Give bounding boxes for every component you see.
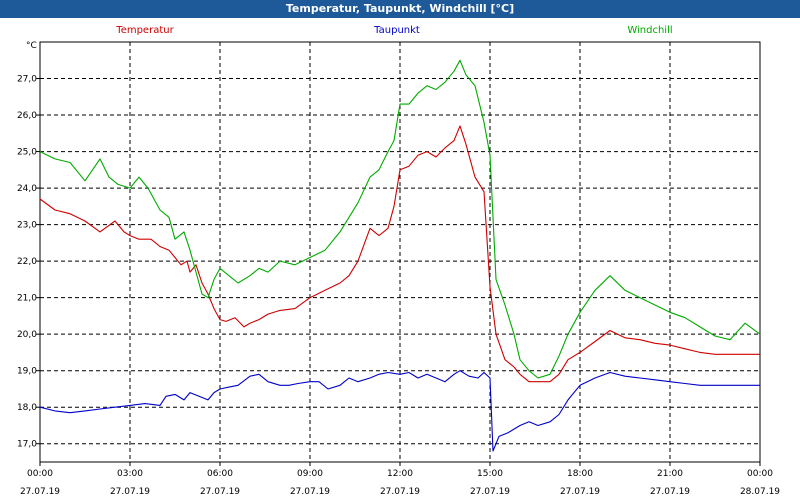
y-tick-label: 17,0: [17, 440, 37, 450]
chart: 17,0 18,0 19,0 20,0 21,0 22,0 23,0 24,0 25,0 26,0…: [17, 25, 780, 497]
legend-taupunkt: Taupunkt: [373, 25, 420, 36]
y-tick-label: 27,0: [17, 75, 37, 85]
y-axis-unit: °C: [26, 41, 37, 51]
x-tick-time: 09:00: [297, 469, 323, 479]
x-tick-time: 06:00: [207, 469, 233, 479]
x-tick-time: 18:00: [567, 469, 593, 479]
y-tick-label: 18,0: [17, 403, 37, 413]
x-tick-date: 28.07.19: [740, 487, 780, 497]
series-lines: [39, 59, 761, 452]
x-tick-date: 27.07.19: [200, 487, 240, 497]
x-tick-time: 03:00: [117, 469, 143, 479]
y-tick-label: 20,0: [17, 330, 37, 340]
x-tick-time: 00:00: [747, 469, 773, 479]
legend-temperatur: Temperatur: [115, 25, 174, 36]
x-tick-date: 27.07.19: [380, 487, 420, 497]
plot-frame: [39, 41, 761, 463]
window-title: Temperatur, Taupunkt, Windchill [°C]: [0, 0, 800, 18]
x-tick-date: 27.07.19: [290, 487, 330, 497]
x-tick-time: 00:00: [27, 469, 53, 479]
x-tick-time: 21:00: [657, 469, 683, 479]
y-tick-label: 24,0: [17, 184, 37, 194]
y-tick-label: 26,0: [17, 111, 37, 121]
x-tick-date: 27.07.19: [560, 487, 600, 497]
x-tick-date: 27.07.19: [110, 487, 150, 497]
x-tick-date: 27.07.19: [20, 487, 60, 497]
legend: Temperatur Taupunkt Windchill: [115, 25, 672, 36]
legend-windchill: Windchill: [627, 25, 672, 36]
x-tick-time: 15:00: [477, 469, 503, 479]
x-tick-date: 27.07.19: [650, 487, 690, 497]
y-tick-label: 19,0: [17, 367, 37, 377]
y-tick-label: 25,0: [17, 148, 37, 158]
axes: 17,0 18,0 19,0 20,0 21,0 22,0 23,0 24,0 25,0 26,0…: [17, 41, 780, 497]
y-tick-label: 21,0: [17, 294, 37, 304]
x-tick-date: 27.07.19: [470, 487, 510, 497]
series-line-temperatur: [39, 125, 760, 383]
series-line-windchill: [39, 59, 761, 379]
y-tick-label: 23,0: [17, 221, 37, 231]
x-tick-time: 12:00: [387, 469, 413, 479]
grid: [40, 42, 760, 462]
series-line-taupunkt: [39, 370, 760, 452]
y-tick-label: 22,0: [17, 257, 37, 267]
